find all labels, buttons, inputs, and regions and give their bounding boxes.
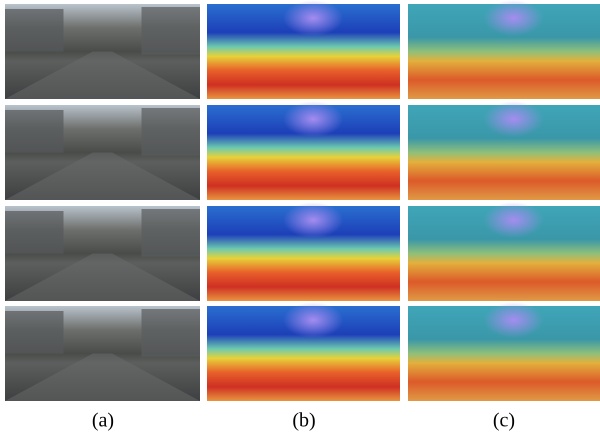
sky-attention (283, 302, 343, 338)
caption: (b) (292, 410, 315, 432)
sky-attention (484, 202, 544, 238)
sky-attention (484, 101, 544, 137)
caption: (a) (92, 410, 114, 432)
sky-attention (484, 302, 544, 338)
building (142, 309, 201, 357)
building (5, 9, 64, 52)
building (142, 7, 201, 55)
building (5, 211, 64, 254)
building (5, 110, 64, 153)
sky-attention (484, 0, 544, 36)
sky-attention (283, 202, 343, 238)
building (142, 108, 201, 156)
caption: (c) (493, 410, 515, 432)
sky-attention (283, 101, 343, 137)
building (142, 209, 201, 257)
building (5, 311, 64, 354)
sky-attention (283, 0, 343, 36)
figure: (a) (b) (c) (0, 0, 600, 435)
image-grid (5, 0, 600, 401)
